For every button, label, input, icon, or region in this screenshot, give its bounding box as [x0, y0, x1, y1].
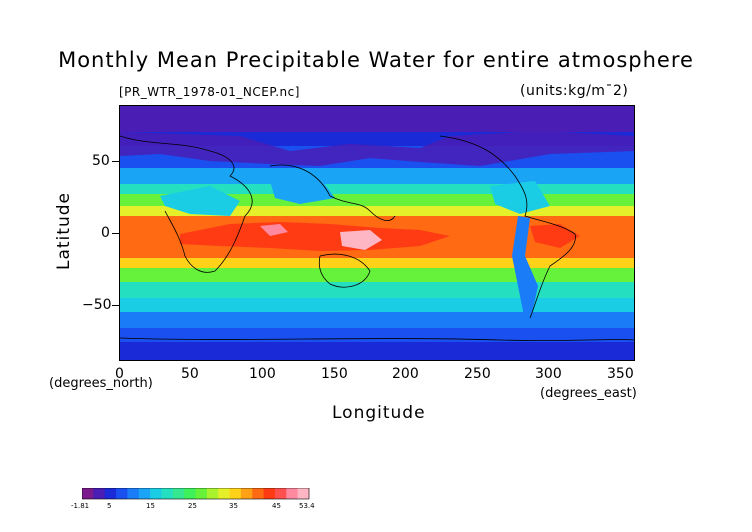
colorbar-swatch [138, 488, 151, 499]
antarctica-coast [120, 337, 634, 341]
antarctic-band [120, 342, 634, 360]
colorbar-label-15: 15 [146, 502, 155, 510]
source-file-label: [PR_WTR_1978-01_NCEP.nc] [119, 85, 300, 99]
x-tick-0: 0 [115, 366, 124, 382]
peak-moisture-zone-b [260, 224, 288, 236]
x-tick-350: 350 [607, 366, 634, 382]
colorbar-swatch [150, 488, 162, 499]
warm-pool-core [180, 222, 450, 251]
x-tick-300: 300 [535, 366, 562, 382]
colorbar-swatch [82, 488, 94, 499]
x-unit-label: (degrees_east) [540, 386, 637, 401]
y-tick-mark-0 [112, 233, 119, 234]
y-tick-0: 0 [101, 225, 110, 241]
colorbar-swatch [263, 488, 276, 499]
x-axis-label: Longitude [332, 403, 426, 423]
colorbar-swatch [195, 488, 208, 499]
australia-coast [318, 253, 371, 288]
map-title: Monthly Mean Precipitable Water for enti… [58, 48, 694, 72]
asia-coast [269, 164, 396, 221]
colorbar-label-45: 45 [272, 502, 281, 510]
colorbar-swatch [172, 488, 185, 499]
andes-dry-stripe [512, 216, 538, 316]
colorbar-swatches [82, 488, 310, 499]
x-tick-50: 50 [181, 366, 199, 382]
colorbar-swatch [218, 488, 231, 499]
south-mid-band-b [120, 312, 634, 330]
colorbar-label-35: 35 [229, 502, 238, 510]
colorbar-swatch [286, 488, 299, 499]
south-high-band [120, 328, 634, 342]
map-canvas [120, 106, 634, 360]
colorbar-swatch [116, 488, 128, 499]
north-subtropic-band-a [120, 168, 634, 188]
colorbar-swatch [127, 488, 140, 499]
colorbar-label-5: 5 [107, 502, 112, 510]
colorbar-label-25: 25 [188, 502, 197, 510]
peak-moisture-zone [340, 230, 382, 250]
africa-eurasia-coast [120, 135, 253, 273]
colorbar-swatch [240, 488, 253, 499]
colorbar-border [81, 487, 310, 500]
y-axis-label: Latitude [54, 192, 74, 270]
south-subtropic-band [120, 268, 634, 284]
colorbar: -1.81 5 15 25 35 45 53.4 [71, 487, 322, 518]
y-tick-minus-50: −50 [82, 297, 112, 313]
north-dry-land [120, 131, 634, 166]
arctic-band [120, 106, 634, 132]
colorbar-swatch [93, 488, 106, 499]
y-unit-label: (degrees_north) [49, 376, 153, 391]
y-tick-50: 50 [92, 153, 110, 169]
x-tick-150: 150 [321, 366, 348, 382]
colorbar-swatch [229, 488, 242, 499]
colorbar-swatch [297, 488, 310, 499]
precipitable-water-map [119, 105, 635, 361]
americas-coast [439, 135, 576, 319]
colorbar-swatch [104, 488, 117, 499]
south-subtropic-band-b [120, 282, 634, 300]
units-label: (units:kg/m¯2) [520, 83, 629, 99]
sahara-dry-zone [160, 186, 240, 216]
colorbar-svg [81, 487, 310, 500]
x-tick-250: 250 [464, 366, 491, 382]
y-tick-mark-50 [112, 161, 119, 162]
colorbar-label-max: 53.4 [299, 502, 315, 510]
colorbar-swatch [252, 488, 265, 499]
colorbar-swatch [161, 488, 174, 499]
y-tick-mark-minus-50 [112, 305, 119, 306]
colorbar-swatch [274, 488, 287, 499]
coastlines [120, 135, 634, 341]
colorbar-swatch [206, 488, 219, 499]
south-mid-band [120, 298, 634, 314]
x-tick-100: 100 [249, 366, 276, 382]
colorbar-label-min: -1.81 [71, 502, 90, 510]
n-america-dry-zone [490, 181, 550, 214]
colorbar-swatch [184, 488, 196, 499]
asia-dry-zone [270, 178, 335, 204]
x-tick-200: 200 [392, 366, 419, 382]
